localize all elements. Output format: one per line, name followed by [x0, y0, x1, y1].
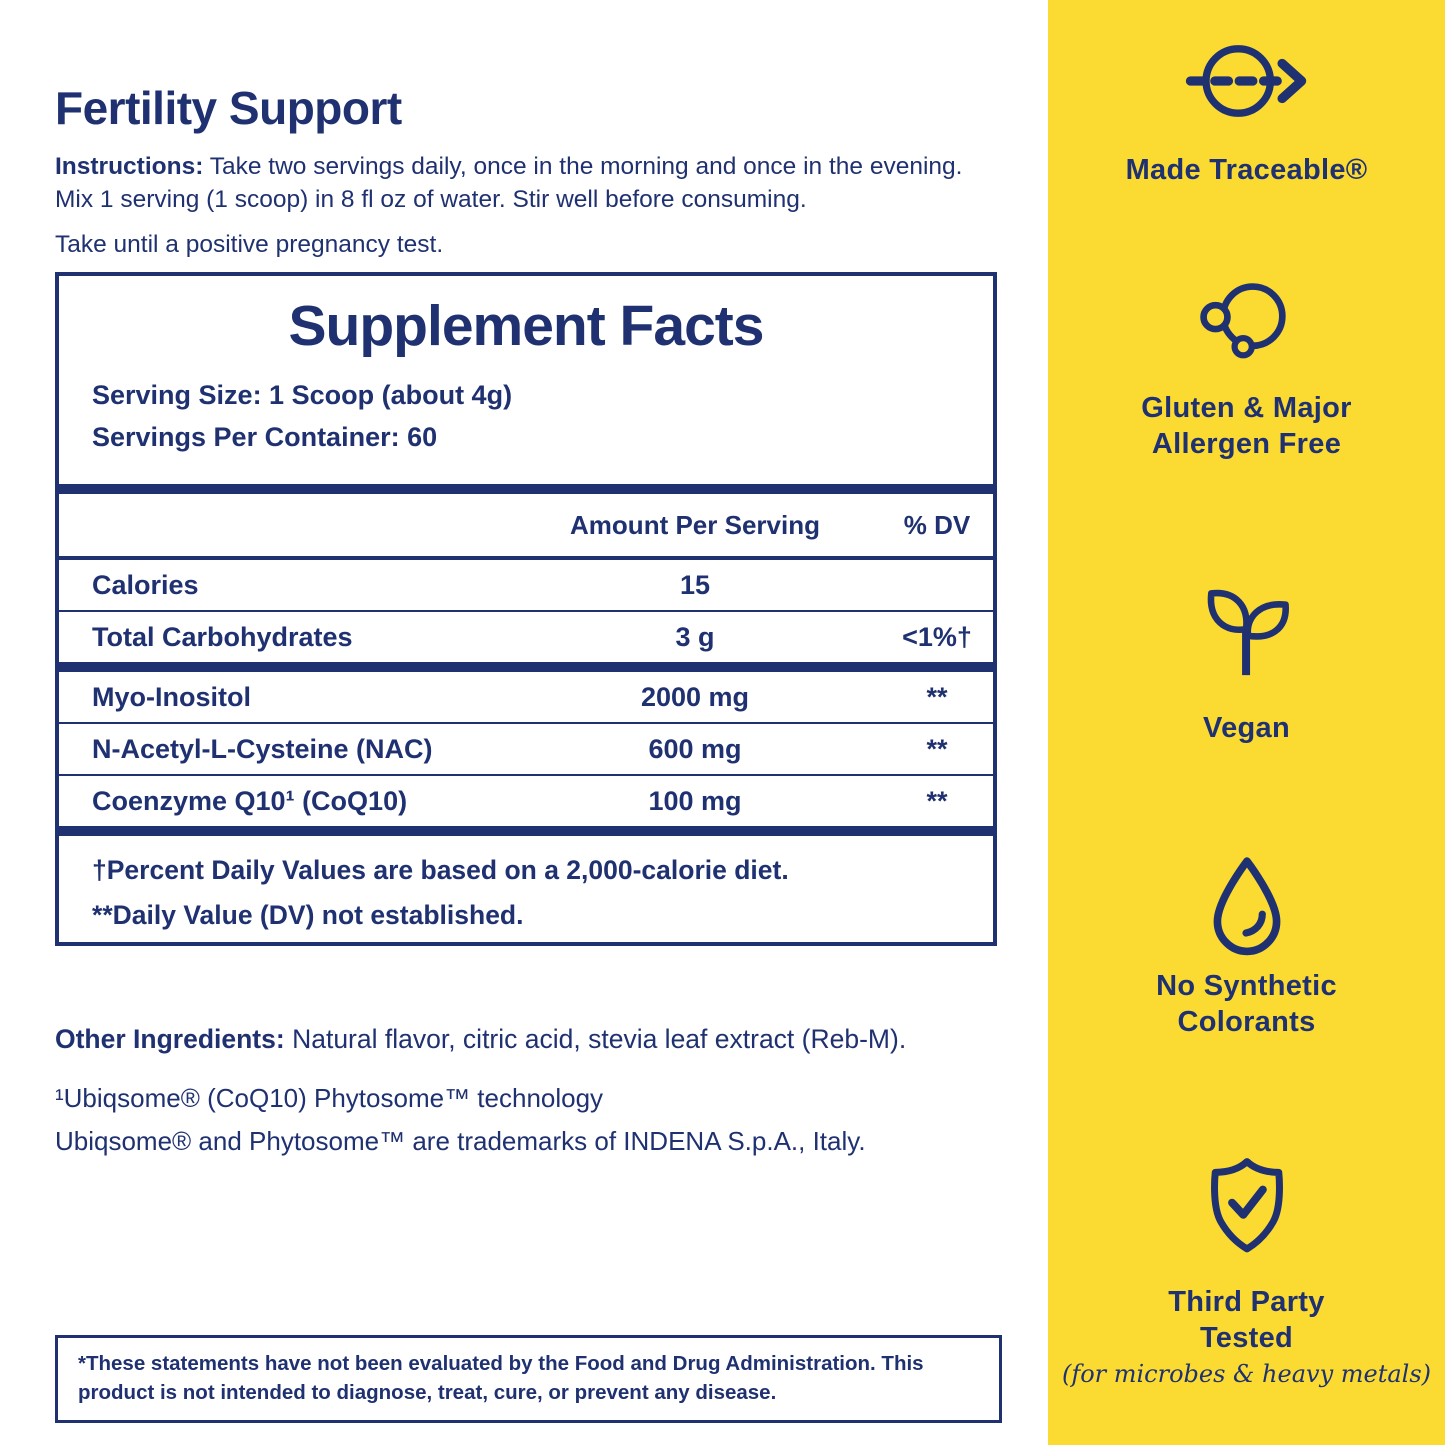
- made-traceable-icon: [1048, 42, 1445, 120]
- trademark-note-1: ¹Ubiqsome® (CoQ10) Phytosome™ technology: [55, 1083, 604, 1113]
- badge-no-synthetic-colorants: No Synthetic Colorants: [1048, 854, 1445, 1040]
- badge-subtext: (for microbes & heavy metals): [1061, 1360, 1432, 1388]
- badge-gluten-allergen-free: Gluten & Major Allergen Free: [1048, 278, 1445, 462]
- amount-value: 3 g: [675, 621, 715, 652]
- amount-value: 100 mg: [648, 785, 742, 816]
- dv-value: **: [926, 785, 948, 816]
- divider-thin: [59, 774, 993, 776]
- other-ingredients: Other Ingredients: Natural flavor, citri…: [55, 1024, 985, 1055]
- row-name: N-Acetyl-L-Cysteine (NAC): [92, 733, 433, 764]
- badge-vegan: Vegan: [1048, 584, 1445, 746]
- other-ingredients-text: Natural flavor, citric acid, stevia leaf…: [292, 1023, 907, 1054]
- badge-label: No Synthetic Colorants: [1156, 970, 1337, 1038]
- dv-value: **: [926, 733, 948, 764]
- no-synthetic-colorants-droplet-icon: [1048, 854, 1445, 956]
- supplement-facts-panel: Supplement Facts Serving Size: 1 Scoop (…: [55, 272, 997, 946]
- divider-thick: [59, 484, 993, 494]
- table-header: Amount Per Serving % DV: [59, 494, 993, 556]
- footnote-daily-values: †Percent Daily Values are based on a 2,0…: [92, 855, 789, 885]
- serving-size: Serving Size: 1 Scoop (about 4g): [92, 380, 513, 410]
- divider-thin: [59, 722, 993, 724]
- gluten-allergen-free-icon: [1048, 278, 1445, 362]
- dv-value: <1%†: [902, 621, 972, 652]
- amount-value: 600 mg: [648, 733, 742, 764]
- table-row-myo-inositol: Myo-Inositol 2000 mg **: [59, 672, 993, 722]
- amount-value: 2000 mg: [640, 681, 750, 712]
- table-row-calories: Calories 15: [59, 560, 993, 610]
- instructions-line1: Take two servings daily, once in the mor…: [209, 152, 963, 180]
- divider-medium: [59, 556, 993, 560]
- row-name: Coenzyme Q10¹ (CoQ10): [92, 785, 408, 816]
- column-header-amount: Amount Per Serving: [570, 509, 820, 540]
- third-party-tested-shield-icon: [1048, 1156, 1445, 1254]
- servings-per-container: Servings Per Container: 60: [92, 422, 438, 452]
- trademark-note-2: Ubiqsome® and Phytosome™ are trademarks …: [55, 1126, 866, 1156]
- divider-thin: [59, 610, 993, 612]
- instructions-label: Instructions:: [55, 152, 204, 180]
- badge-made-traceable: Made Traceable®: [1048, 42, 1445, 188]
- footnote-dv-not-established: **Daily Value (DV) not established.: [92, 900, 524, 930]
- dv-value: **: [926, 681, 948, 712]
- badge-label: Gluten & Major Allergen Free: [1141, 392, 1352, 460]
- badge-label: Third Party Tested: [1168, 1286, 1325, 1354]
- other-ingredients-label: Other Ingredients:: [55, 1023, 285, 1054]
- badge-label: Vegan: [1203, 712, 1290, 744]
- badge-label: Made Traceable®: [1125, 154, 1368, 186]
- divider-thick: [59, 662, 993, 672]
- row-name: Calories: [92, 569, 199, 600]
- page-title: Fertility Support: [55, 81, 402, 134]
- row-name: Total Carbohydrates: [92, 621, 353, 652]
- vegan-sprout-icon: [1048, 584, 1445, 678]
- instructions-line2: Mix 1 serving (1 scoop) in 8 fl oz of wa…: [55, 185, 807, 213]
- fda-disclaimer-box: *These statements have not been evaluate…: [55, 1335, 1002, 1423]
- amount-value: 15: [679, 569, 711, 600]
- instructions-text: Instructions: Take two servings daily, o…: [55, 150, 985, 216]
- table-footnotes: †Percent Daily Values are based on a 2,0…: [59, 836, 993, 938]
- usage-note: Take until a positive pregnancy test.: [55, 230, 444, 258]
- table-row-total-carbohydrates: Total Carbohydrates 3 g <1%†: [59, 612, 993, 662]
- badge-third-party-tested: Third Party Tested (for microbes & heavy …: [1048, 1156, 1445, 1391]
- column-header-dv: % DV: [903, 509, 971, 540]
- supplement-facts-title: Supplement Facts: [288, 294, 765, 358]
- table-row-nac: N-Acetyl-L-Cysteine (NAC) 600 mg **: [59, 724, 993, 774]
- divider-thick: [59, 826, 993, 836]
- table-row-coq10: Coenzyme Q10¹ (CoQ10) 100 mg **: [59, 776, 993, 826]
- row-name: Myo-Inositol: [92, 681, 251, 712]
